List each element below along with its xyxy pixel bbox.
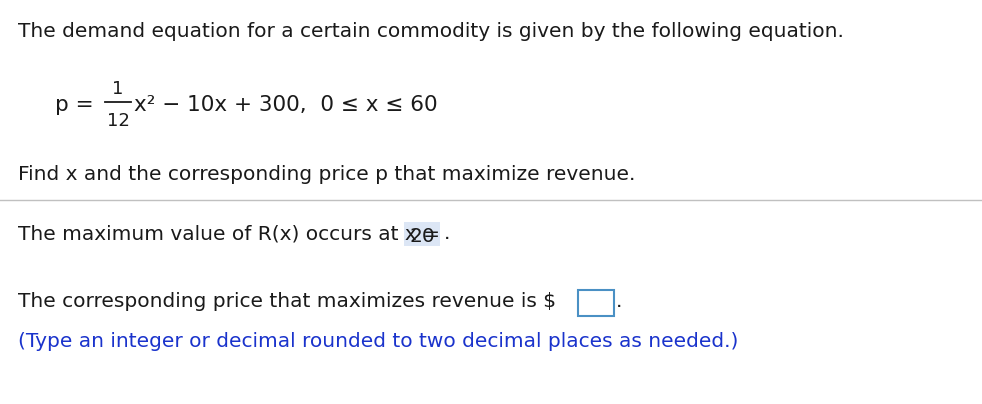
Text: 20: 20 [409, 227, 435, 246]
Text: 12: 12 [107, 112, 130, 130]
Text: Find x and the corresponding price p that maximize revenue.: Find x and the corresponding price p tha… [18, 165, 635, 184]
Text: .: . [444, 224, 451, 243]
Text: .: . [616, 292, 623, 311]
Text: The corresponding price that maximizes revenue is $: The corresponding price that maximizes r… [18, 292, 556, 311]
Text: p =: p = [55, 95, 100, 115]
Text: 1: 1 [112, 80, 124, 98]
Text: The demand equation for a certain commodity is given by the following equation.: The demand equation for a certain commod… [18, 22, 844, 41]
Text: x² − 10x + 300,  0 ≤ x ≤ 60: x² − 10x + 300, 0 ≤ x ≤ 60 [134, 95, 438, 115]
FancyBboxPatch shape [578, 290, 614, 316]
FancyBboxPatch shape [404, 222, 440, 246]
Text: (Type an integer or decimal rounded to two decimal places as needed.): (Type an integer or decimal rounded to t… [18, 332, 738, 351]
Text: The maximum value of R(x) occurs at x =: The maximum value of R(x) occurs at x = [18, 224, 447, 243]
